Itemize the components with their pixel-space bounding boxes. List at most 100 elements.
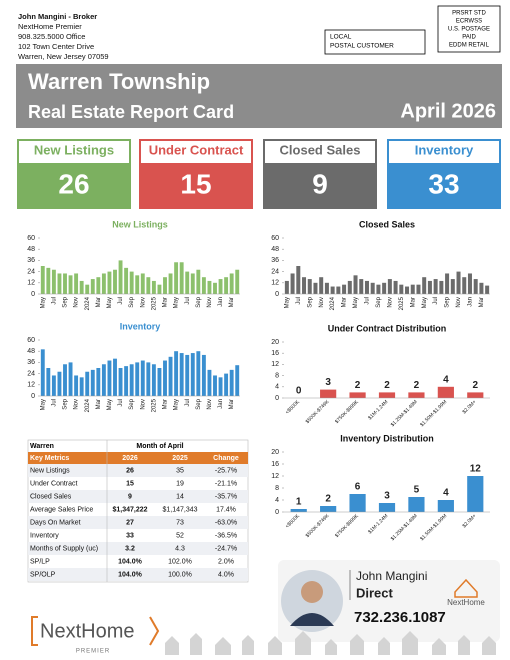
bar	[437, 500, 454, 512]
bar	[229, 369, 234, 396]
bar	[40, 349, 45, 396]
x-tick-label: Jan	[468, 297, 474, 307]
bar	[74, 375, 79, 396]
bar	[129, 271, 134, 294]
x-tick-label: May	[107, 297, 113, 308]
bar	[349, 494, 366, 512]
bar	[185, 354, 190, 396]
table-cell: 100.0%	[168, 571, 192, 578]
bar	[320, 389, 337, 398]
x-tick-label: Jul	[118, 399, 124, 407]
kpi-label: New Listings	[34, 142, 114, 157]
x-tick-label: May	[284, 297, 290, 308]
bar	[168, 273, 173, 294]
table-cell: SP/LP	[30, 558, 50, 565]
bar	[174, 351, 179, 396]
bar	[118, 260, 123, 294]
table-cell: 3.2	[125, 545, 135, 552]
x-tick-label: May	[422, 297, 428, 308]
table-cell: 35	[176, 467, 184, 474]
bar	[201, 354, 206, 396]
bar	[74, 273, 79, 294]
data-label: 3	[325, 377, 331, 388]
x-tick-label: Nov	[387, 297, 393, 308]
x-tick-label: $1.50M-$1.99M	[419, 513, 448, 542]
bar	[96, 277, 101, 294]
table-cell: -35.7%	[215, 493, 237, 500]
y-tick-label: 24	[27, 370, 35, 377]
bar	[135, 275, 140, 294]
bar	[378, 503, 396, 512]
postage-text: PAID	[462, 35, 476, 41]
bar	[63, 364, 67, 396]
bar	[124, 267, 129, 294]
table-cell: -36.5%	[215, 532, 237, 539]
bar	[46, 368, 51, 396]
y-tick-label: 36	[27, 359, 35, 366]
x-tick-label: May	[353, 297, 359, 308]
x-tick-label: Jul	[185, 399, 191, 407]
y-tick-label: 48	[27, 246, 35, 253]
y-tick-label: 8	[275, 372, 279, 379]
x-tick-label: Sep	[196, 296, 202, 307]
y-tick-label: 16	[271, 461, 279, 468]
x-tick-label: $1M-1.24M	[367, 513, 389, 535]
agent-phone: 732.236.1087	[354, 609, 446, 626]
bar	[190, 273, 195, 294]
house-strip	[165, 631, 496, 655]
x-tick-label: Mar	[410, 297, 416, 307]
x-tick-label: May	[40, 399, 46, 410]
table-cell: 104.0%	[118, 558, 143, 565]
x-tick-label: Jul	[365, 297, 371, 305]
bar	[118, 368, 123, 396]
table-cell: 17.4%	[216, 506, 236, 513]
postal-box	[324, 29, 426, 55]
bar	[370, 282, 375, 294]
postage-text: PRSRT STD	[452, 11, 486, 17]
table-row-bg	[28, 490, 248, 503]
banner-date: April 2026	[400, 100, 496, 122]
x-tick-label: 2024	[85, 296, 91, 310]
table-cell: 4.3	[175, 545, 185, 552]
x-tick-label: $750K-$999K	[334, 399, 360, 425]
bar	[422, 277, 427, 294]
postal-text: POSTAL CUSTOMER	[330, 43, 394, 50]
header-line: 102 Town Center Drive	[18, 42, 94, 51]
bar	[382, 282, 387, 294]
y-tick-label: 36	[27, 257, 35, 264]
y-tick-label: 4	[275, 384, 279, 391]
table-cell: 2.0%	[218, 558, 234, 565]
bar	[101, 364, 106, 396]
table-cell: 15	[126, 480, 134, 487]
y-tick-label: 0	[275, 509, 279, 516]
bar	[427, 280, 432, 294]
bar	[467, 273, 472, 294]
bar	[235, 365, 240, 396]
bar	[68, 362, 73, 396]
bar	[196, 351, 201, 396]
x-tick-label: Nov	[319, 297, 325, 308]
table-cell: 14	[176, 493, 184, 500]
bar	[196, 269, 201, 294]
data-label: 0	[296, 386, 302, 397]
x-tick-label: Jan	[218, 297, 224, 307]
bar	[213, 282, 217, 294]
bar	[113, 269, 117, 294]
table-row-bg	[28, 516, 248, 529]
chart-title: Closed Sales	[359, 219, 415, 229]
bar	[290, 273, 295, 294]
bar	[462, 277, 467, 294]
bar	[330, 286, 335, 294]
x-tick-label: Jul	[185, 297, 191, 305]
bar	[163, 360, 167, 396]
kpi-value-bg	[388, 163, 500, 208]
table-cell: 73	[176, 519, 184, 526]
y-tick-label: 4	[275, 497, 279, 504]
chart-title: Inventory	[120, 321, 161, 331]
table-header-cell: Key Metrics	[30, 455, 69, 462]
bar	[445, 273, 450, 294]
agent-brand: NextHome	[447, 598, 485, 607]
table-cell: -25.7%	[215, 467, 237, 474]
x-tick-label: Mar	[229, 399, 235, 409]
bar	[347, 280, 352, 294]
